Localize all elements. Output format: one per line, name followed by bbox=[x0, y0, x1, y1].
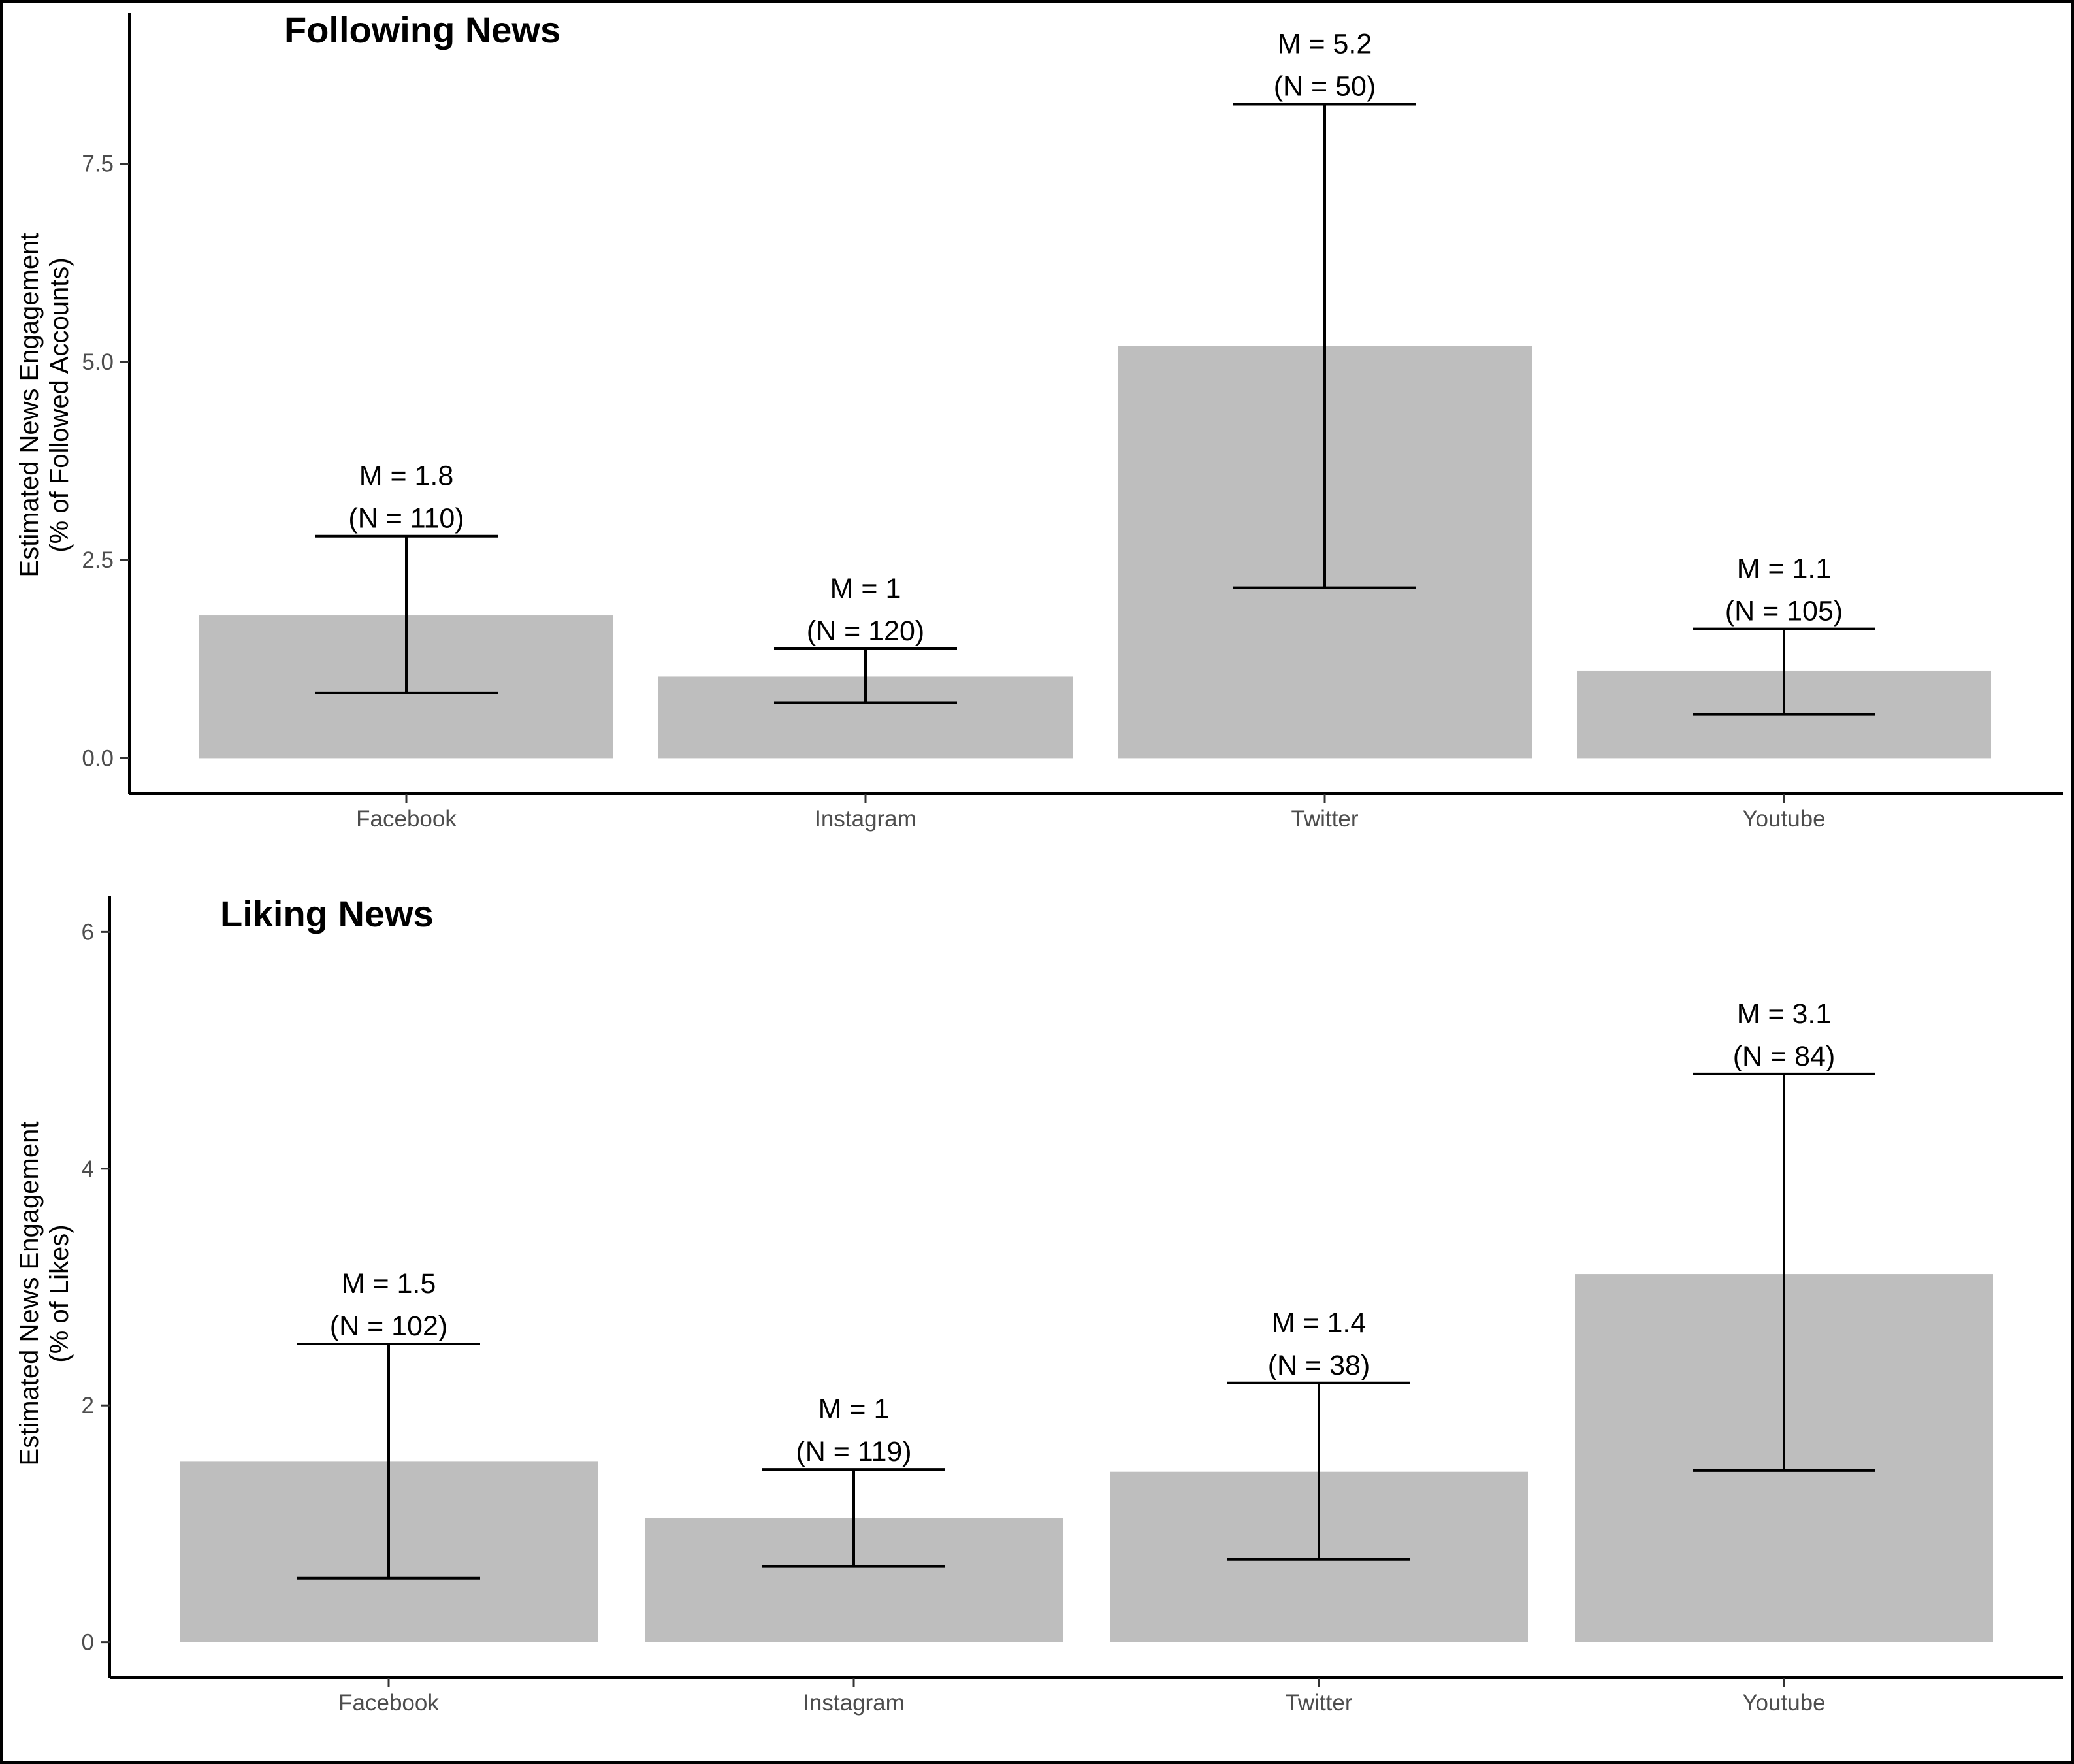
x-tick-label: Facebook bbox=[338, 1690, 439, 1716]
annotation-n: (N = 50) bbox=[1274, 71, 1376, 103]
annotation-mean: M = 1.8 bbox=[359, 461, 454, 492]
panel-2: 0 2 4 6 M = 1.5 (N = 102) Facebook M = 1 (N = 11… bbox=[15, 893, 2063, 1716]
x-tick-label: Youtube bbox=[1742, 806, 1825, 832]
y-tick-label: 0.0 bbox=[82, 745, 114, 771]
y-tick-label: 4 bbox=[82, 1156, 94, 1182]
y-axis-label-line: (% of Likes) bbox=[45, 1224, 74, 1362]
y-tick-label: 2.5 bbox=[82, 547, 114, 573]
x-tick-label: Facebook bbox=[356, 806, 457, 832]
annotation-mean: M = 1.4 bbox=[1272, 1307, 1367, 1339]
annotation-n: (N = 84) bbox=[1733, 1041, 1836, 1072]
annotation-mean: M = 1.1 bbox=[1737, 553, 1832, 585]
x-tick-label: Instagram bbox=[815, 806, 916, 832]
panel-title: Following News bbox=[284, 9, 560, 50]
y-axis-label-line: Estimated News Engagement bbox=[15, 233, 44, 578]
x-tick-label: Twitter bbox=[1285, 1690, 1352, 1716]
y-axis-label: Estimated News Engagement(% of Likes) bbox=[15, 1122, 74, 1466]
panel-1: 0.0 2.5 5.0 7.5 M = 1.8 (N = 110) Facebook M = … bbox=[15, 9, 2063, 832]
annotation-n: (N = 105) bbox=[1725, 596, 1843, 627]
y-axis-label-line: (% of Followed Accounts) bbox=[45, 257, 74, 552]
chart-panels: 0.0 2.5 5.0 7.5 M = 1.8 (N = 110) Facebook M = … bbox=[15, 9, 2063, 1716]
y-axis-label-line: Estimated News Engagement bbox=[15, 1122, 44, 1466]
y-tick-label: 2 bbox=[82, 1393, 94, 1418]
x-tick-label: Youtube bbox=[1742, 1690, 1825, 1716]
annotation-n: (N = 119) bbox=[796, 1436, 911, 1467]
y-tick-label: 0 bbox=[82, 1630, 94, 1656]
y-tick-label: 6 bbox=[82, 919, 94, 945]
annotation-mean: M = 1 bbox=[830, 573, 901, 604]
annotation-n: (N = 110) bbox=[348, 503, 464, 534]
annotation-n: (N = 102) bbox=[330, 1311, 447, 1342]
panel-title: Liking News bbox=[220, 893, 434, 934]
annotation-mean: M = 1 bbox=[818, 1394, 890, 1425]
annotation-mean: M = 5.2 bbox=[1278, 29, 1372, 60]
x-tick-label: Twitter bbox=[1291, 806, 1358, 832]
y-tick-label: 5.0 bbox=[82, 350, 114, 375]
y-tick-label: 7.5 bbox=[82, 152, 114, 177]
x-tick-label: Instagram bbox=[803, 1690, 905, 1716]
annotation-n: (N = 120) bbox=[807, 615, 924, 647]
annotation-mean: M = 3.1 bbox=[1737, 998, 1832, 1030]
annotation-n: (N = 38) bbox=[1268, 1350, 1370, 1381]
annotation-mean: M = 1.5 bbox=[342, 1268, 436, 1299]
y-axis-label: Estimated News Engagement(% of Followed … bbox=[15, 233, 74, 578]
